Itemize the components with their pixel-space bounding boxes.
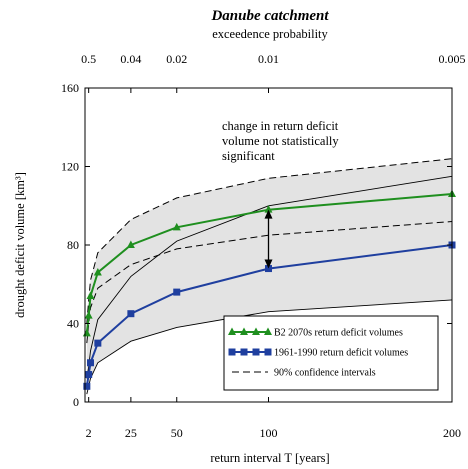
x-tick-label: 100 [260,426,278,440]
top-tick-label: 0.5 [81,52,96,66]
x-tick-label: 25 [125,426,137,440]
point-baseline-1961-1990 [87,359,95,367]
legend-label: 90% confidence intervals [274,368,376,379]
legend-marker [264,348,272,356]
point-baseline-1961-1990 [127,310,135,318]
y-tick-label: 80 [67,238,79,252]
x-tick-label: 200 [443,426,461,440]
y-axis-label: drought deficit volume [km³] [13,172,27,318]
legend-label: 1961-1990 return deficit volumes [274,348,408,359]
confidence-band [86,158,453,395]
legend-label: B2 2070s return deficit volumes [274,328,403,339]
annotation-line-3: significant [222,149,275,163]
point-b2-2070s [84,311,93,319]
point-baseline-1961-1990 [85,371,93,379]
point-b2-2070s [172,222,181,231]
legend: B2 2070s return deficit volumes 1961-1990… [223,315,439,391]
top-tick-label: 0.02 [166,52,187,66]
y-tick-label: 160 [61,81,79,95]
y-tick-label: 0 [73,395,79,409]
point-b2-2070s [264,205,273,213]
legend-marker [252,348,260,356]
point-baseline-1961-1990 [173,288,181,296]
point-baseline-1961-1990 [94,339,102,347]
legend-marker [228,327,236,335]
significance-arrow [264,209,273,269]
annotation-line-2: volume not statistically [222,134,339,148]
confidence-band-area [86,158,453,395]
top-axis-label: exceedence probability [212,27,328,41]
y-tick-label: 40 [67,317,79,331]
legend-marker [228,348,236,356]
arrow-head-up [264,209,273,219]
chart-title: Danube catchment [210,8,329,24]
legend-marker [264,327,272,335]
y-tick-label: 120 [61,160,79,174]
axes: 2 25 50 100 200 0 40 80 120 160 0.5 0.04 0.02 0.01 0.0… [61,52,466,440]
arrow-head-down [264,259,273,269]
top-tick-label: 0.01 [258,52,279,66]
legend-marker [240,327,248,335]
legend-marker [240,348,248,356]
legend-marker [252,327,260,335]
annotation-line-1: change in return deficit [222,119,339,133]
point-b2-2070s [93,267,102,276]
point-baseline-1961-1990 [83,382,91,390]
point-b2-2070s [126,240,135,248]
x-tick-label: 2 [86,426,92,440]
x-axis-label: return interval T [years] [210,451,329,465]
top-tick-label: 0.04 [120,52,141,66]
point-b2-2070s [86,291,95,300]
x-tick-label: 50 [171,426,183,440]
top-tick-label: 0.005 [439,52,466,66]
